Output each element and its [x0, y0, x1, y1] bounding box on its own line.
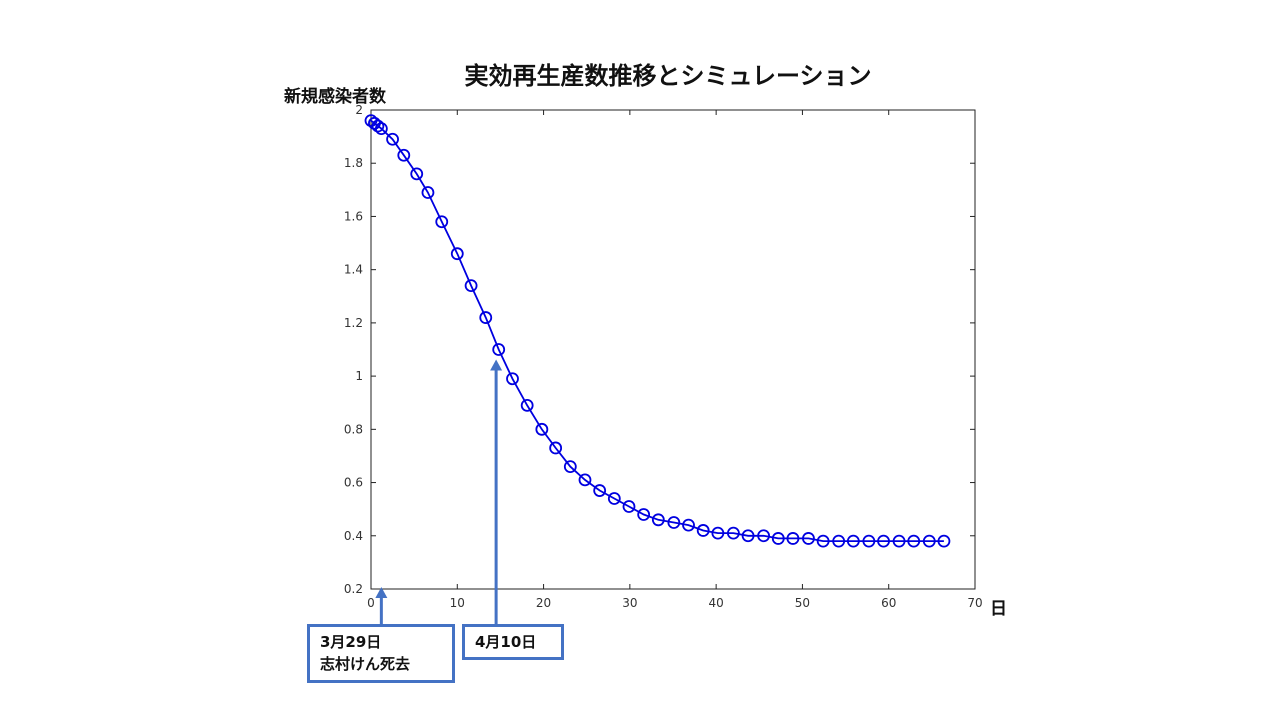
y-tick-label: 0.8: [344, 422, 363, 436]
data-point: [371, 119, 385, 133]
data-point: [374, 122, 388, 136]
data-point: [464, 279, 478, 293]
data-point: [667, 516, 681, 529]
data-point: [892, 534, 906, 548]
data-point: [877, 534, 890, 548]
data-point: [622, 500, 636, 513]
data-point: [937, 534, 951, 548]
data-point: [421, 186, 435, 199]
data-point: [846, 534, 860, 548]
data-point: [696, 524, 710, 537]
series-layer: [364, 114, 951, 548]
data-point: [450, 247, 464, 261]
data-point: [741, 529, 755, 543]
x-tick-label: 40: [709, 596, 724, 610]
x-axis-label: 日: [990, 599, 1007, 619]
data-point: [492, 343, 506, 356]
data-point: [535, 422, 549, 436]
plot-area: [370, 109, 976, 590]
data-point: [593, 484, 607, 497]
y-tick-label: 0.4: [344, 529, 363, 543]
data-point: [651, 513, 665, 527]
y-tick-label: 1.2: [344, 316, 363, 330]
data-point: [711, 526, 725, 540]
data-point: [563, 460, 577, 473]
data-point: [802, 532, 815, 545]
data-point: [386, 132, 399, 146]
data-point: [410, 167, 424, 181]
y-tick-label: 1: [355, 369, 363, 383]
data-point: [832, 534, 846, 548]
annotation-line: 4月10日: [475, 633, 537, 651]
series-line: [370, 119, 944, 542]
annotation-box-april-10: 4月10日: [462, 624, 564, 660]
annotation-arrow-head: [490, 359, 503, 371]
data-point: [771, 532, 785, 545]
data-point: [757, 529, 770, 543]
y-tick-label: 1.8: [344, 156, 363, 170]
x-tick-label: 10: [450, 596, 465, 610]
annotation-line: 3月29日: [320, 633, 382, 651]
x-tick-label: 50: [795, 596, 810, 610]
data-point: [578, 473, 592, 487]
data-point: [506, 372, 519, 386]
annotation-arrows: [375, 359, 503, 625]
x-tick-label: 70: [967, 596, 982, 610]
x-tick-label: 0: [367, 596, 375, 610]
data-point: [479, 311, 493, 324]
data-point: [862, 534, 876, 548]
x-tick-label: 20: [536, 596, 551, 610]
x-tick-label: 30: [622, 596, 637, 610]
data-point: [549, 441, 563, 455]
data-point: [907, 534, 921, 548]
axis-ticks: 0 10 20 30 40 50 60 70 0.2 0.4 0.6 0.8 1 1.2 1.4 1.6 1.8…: [344, 103, 983, 610]
annotation-box-march-29: 3月29日 志村けん死去: [307, 624, 455, 683]
x-tick-label: 60: [881, 596, 896, 610]
chart-title: 実効再生産数推移とシミュレーション: [464, 62, 871, 90]
data-point: [435, 215, 449, 229]
annotation-arrow-head: [375, 587, 388, 598]
y-tick-label: 0.2: [344, 582, 363, 596]
y-tick-label: 0.6: [344, 476, 363, 490]
data-point: [637, 508, 651, 521]
y-tick-label: 1.4: [344, 263, 363, 277]
annotation-line: 志村けん死去: [320, 655, 411, 673]
data-point: [607, 492, 621, 505]
data-point: [520, 398, 534, 412]
y-tick-label: 1.6: [344, 209, 363, 223]
data-point: [786, 532, 800, 545]
data-point: [397, 148, 411, 162]
data-point: [682, 518, 695, 532]
data-point: [816, 534, 830, 548]
y-tick-label: 2: [355, 103, 363, 117]
data-point: [727, 526, 740, 540]
data-point: [922, 534, 936, 548]
y-axis-label: 新規感染者数: [284, 86, 387, 107]
